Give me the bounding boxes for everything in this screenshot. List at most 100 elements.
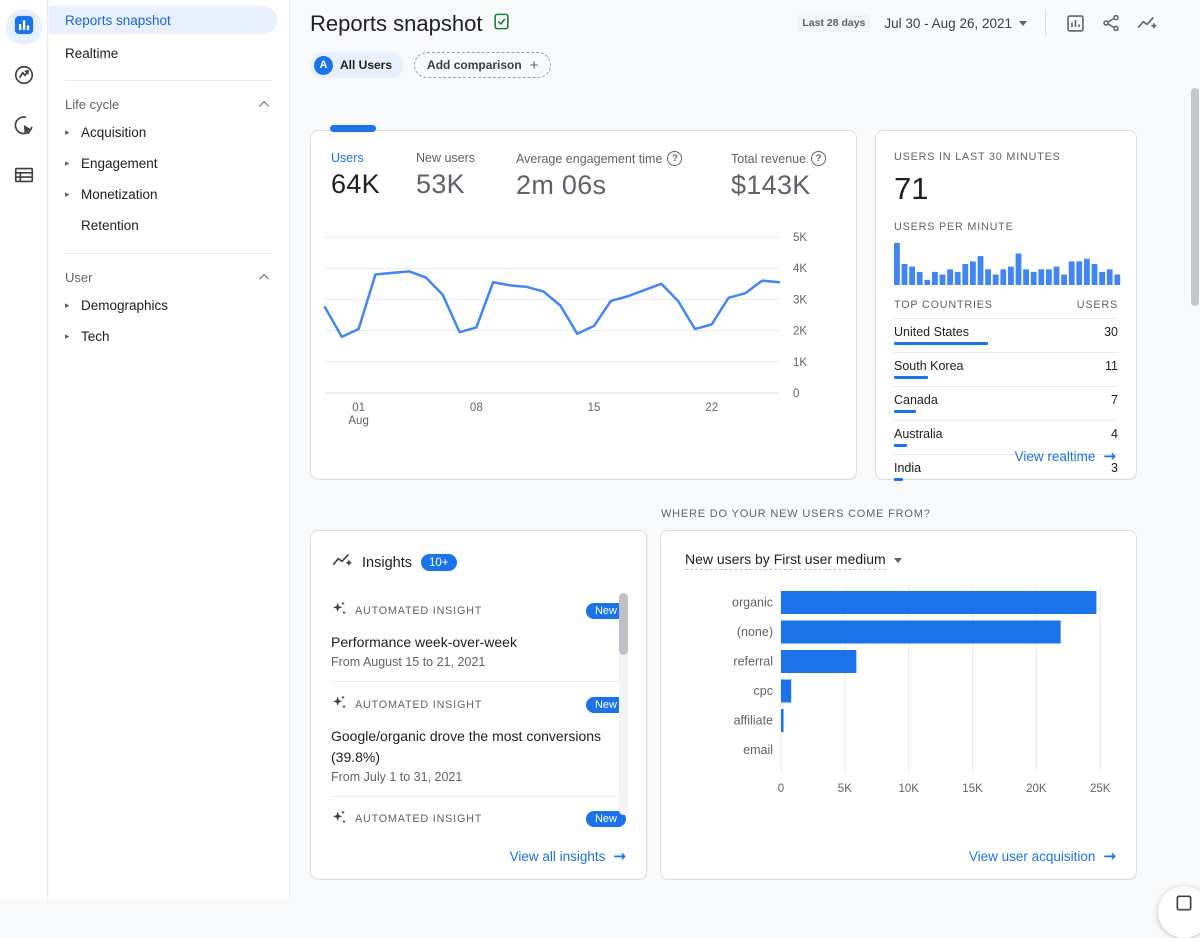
advertising-icon: [13, 114, 35, 141]
insights-count-badge[interactable]: 10+: [420, 554, 457, 571]
page-scrollbar-thumb[interactable]: [1191, 88, 1199, 306]
country-bar: [894, 342, 988, 345]
metric-new-users[interactable]: New users 53K: [416, 151, 475, 200]
date-range-text: Jul 30 - Aug 26, 2021: [884, 15, 1012, 31]
svg-text:Aug: Aug: [348, 415, 368, 427]
country-row[interactable]: Canada 7: [894, 387, 1118, 421]
sidebar-item-reports-snapshot[interactable]: Reports snapshot: [49, 6, 277, 34]
insight-item[interactable]: AUTOMATED INSIGHT New Performance week-o…: [331, 588, 626, 683]
metric-users[interactable]: Users 64K: [331, 151, 380, 200]
svg-text:5K: 5K: [838, 783, 852, 795]
all-users-label: All Users: [340, 58, 393, 72]
explore-icon: [13, 64, 35, 91]
insights-scrollbar-thumb[interactable]: [619, 593, 628, 655]
sidebar-item-acquisition[interactable]: ▸ Acquisition: [49, 117, 289, 148]
rail-item-reports[interactable]: [0, 6, 48, 48]
insight-item[interactable]: AUTOMATED INSIGHT New: [331, 797, 626, 842]
date-range-picker[interactable]: Jul 30 - Aug 26, 2021: [884, 16, 1027, 31]
svg-text:affiliate: affiliate: [734, 714, 773, 728]
snapshot-check-doc-icon[interactable]: [492, 11, 511, 37]
users-last-30min-value: 71: [894, 171, 929, 206]
sidebar-item-engagement[interactable]: ▸ Engagement: [49, 148, 289, 179]
country-name: South Korea: [894, 359, 964, 373]
arrow-right-icon: →: [1103, 447, 1116, 465]
help-icon[interactable]: ?: [811, 151, 827, 166]
metric-value: 53K: [416, 169, 465, 199]
sidebar-divider: [65, 80, 273, 81]
view-all-insights-link[interactable]: View all insights →: [510, 847, 626, 865]
insights-floating-button[interactable]: [1158, 886, 1200, 938]
metric-label: New users: [416, 151, 476, 165]
users-per-minute-bar-sparkline[interactable]: [894, 241, 1122, 285]
svg-text:referral: referral: [733, 655, 773, 669]
metric-avg-engagement-time[interactable]: Average engagement time ? 2m 06s: [516, 151, 683, 201]
country-users: 4: [1111, 427, 1118, 441]
share-button[interactable]: [1100, 12, 1122, 34]
insight-kicker: AUTOMATED INSIGHT: [355, 698, 483, 711]
help-icon[interactable]: ?: [667, 151, 683, 166]
rail-item-advertising[interactable]: [0, 106, 48, 148]
expand-triangle-icon[interactable]: ▸: [65, 300, 70, 311]
country-row[interactable]: India 3: [894, 455, 1118, 488]
summary-card: Users 64K New users 53K Average engageme…: [310, 130, 857, 480]
arrow-right-icon: →: [613, 847, 626, 865]
sidebar-item-monetization[interactable]: ▸ Monetization: [49, 179, 289, 210]
top-countries-header: TOP COUNTRIES USERS: [894, 299, 1118, 319]
metric-total-revenue[interactable]: Total revenue ? $143K: [731, 151, 827, 201]
sidebar-item-realtime[interactable]: Realtime: [49, 38, 289, 68]
sidebar-section-life-cycle[interactable]: Life cycle: [49, 91, 289, 117]
rail-item-explore[interactable]: [0, 56, 48, 98]
country-row[interactable]: Australia 4: [894, 421, 1118, 455]
sidebar-item-tech[interactable]: ▸ Tech: [49, 321, 289, 352]
svg-text:15K: 15K: [962, 783, 983, 795]
selected-metric-tab-indicator: [330, 125, 376, 132]
insights-card: Insights 10+ AUTOMATED INSIGHT New Perfo…: [310, 530, 647, 880]
insight-subtitle: From July 1 to 31, 2021: [331, 769, 463, 784]
insight-kicker: AUTOMATED INSIGHT: [355, 813, 483, 826]
link-label: View realtime: [1014, 448, 1096, 464]
country-bar: [894, 376, 928, 379]
expand-triangle-icon[interactable]: ▸: [65, 127, 70, 138]
sidebar-section-title: User: [65, 269, 93, 285]
svg-text:3K: 3K: [793, 294, 807, 306]
page-title: Reports snapshot: [310, 11, 483, 36]
sidebar-item-demographics[interactable]: ▸ Demographics: [49, 290, 289, 321]
sidebar-item-retention[interactable]: ▸ Retention: [49, 210, 289, 241]
insights-sparkline-icon: [331, 549, 353, 576]
reports-bar-chart-icon: [13, 14, 35, 41]
country-name: Canada: [894, 393, 938, 407]
country-row[interactable]: United States 30: [894, 319, 1118, 353]
country-users: 3: [1111, 461, 1118, 475]
view-realtime-link[interactable]: View realtime →: [1015, 447, 1116, 465]
country-name: India: [894, 461, 922, 475]
reports-selected-background: [6, 9, 42, 45]
country-bar: [894, 478, 903, 481]
chevron-down-icon: [1019, 20, 1027, 26]
insight-item[interactable]: AUTOMATED INSIGHT New Google/organic dro…: [331, 682, 626, 797]
svg-text:(none): (none): [737, 625, 773, 639]
new-users-by-medium-bar-chart[interactable]: 0 5K 10K 15K 20K 25K organic (none) referral cpc a…: [675, 583, 1125, 823]
svg-text:10K: 10K: [898, 783, 919, 795]
insights-sparkline-button[interactable]: [1136, 12, 1158, 34]
acquisition-dimension-picker[interactable]: New users by First user medium: [685, 551, 886, 570]
svg-text:2K: 2K: [793, 326, 807, 338]
expand-triangle-icon[interactable]: ▸: [65, 158, 70, 169]
sidebar-section-user[interactable]: User: [49, 264, 289, 290]
reports-sidebar: Reports snapshot Realtime Life cycle ▸ A…: [49, 0, 290, 900]
expand-triangle-icon[interactable]: ▸: [65, 331, 70, 342]
customize-report-button[interactable]: [1064, 12, 1086, 34]
expand-triangle-icon[interactable]: ▸: [65, 189, 70, 200]
realtime-title: USERS IN LAST 30 MINUTES: [894, 151, 1061, 163]
add-comparison-button[interactable]: Add comparison +: [414, 52, 552, 78]
insight-kicker: AUTOMATED INSIGHT: [355, 604, 483, 617]
sidebar-divider: [65, 253, 273, 254]
all-users-chip[interactable]: A All Users: [310, 52, 405, 78]
svg-text:25K: 25K: [1090, 783, 1111, 795]
rail-item-library[interactable]: [0, 156, 48, 198]
view-user-acquisition-link[interactable]: View user acquisition →: [969, 847, 1116, 865]
country-row[interactable]: South Korea 11: [894, 353, 1118, 387]
sidebar-item-label: Tech: [81, 329, 110, 344]
country-name: United States: [894, 325, 970, 339]
country-users: 30: [1104, 325, 1118, 339]
